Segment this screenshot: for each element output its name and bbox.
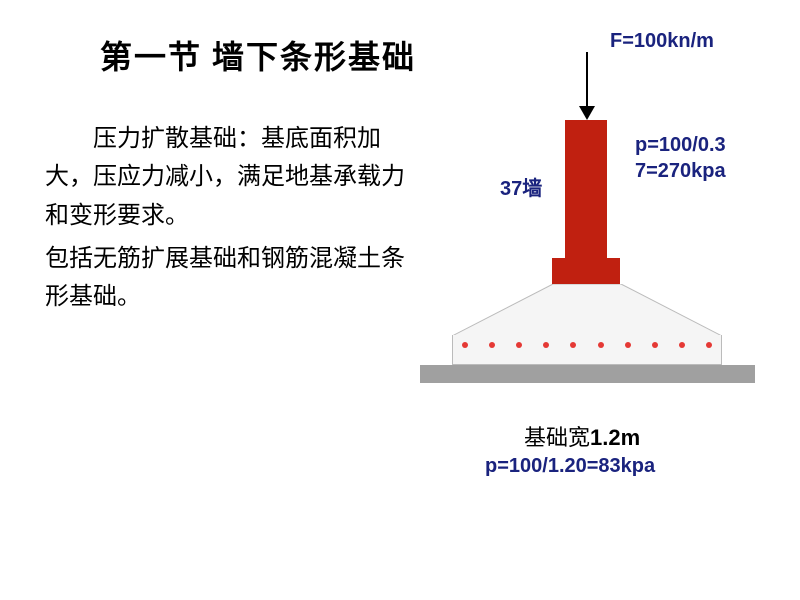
ground-layer	[420, 365, 755, 383]
pressure-bottom-label: p=100/1.20=83kpa	[485, 455, 655, 478]
width-val: 1.2m	[590, 425, 640, 450]
rebar-dot	[516, 342, 522, 348]
rebar-dot	[489, 342, 495, 348]
footing-base	[452, 335, 722, 365]
rebar-dot	[652, 342, 658, 348]
rebar-dot	[543, 342, 549, 348]
width-cn: 基础宽	[524, 425, 590, 450]
rebar-dot	[598, 342, 604, 348]
rebar-dot	[706, 342, 712, 348]
paragraph-1: 压力扩散基础：基底面积加大，压应力减小，满足地基承载力和变形要求。	[45, 120, 405, 235]
wall-label-num: 37	[500, 178, 522, 200]
wall-cap-shape	[552, 258, 620, 284]
force-arrow-head	[579, 106, 595, 120]
foundation-diagram: F=100kn/m 37墙 p=100/0.3 7=270kpa 基础宽1.2m…	[410, 20, 780, 580]
rebar-dot	[625, 342, 631, 348]
p-right-line1: p=100/0.3	[635, 132, 726, 158]
wall-shape	[565, 120, 607, 260]
rebar-dot	[570, 342, 576, 348]
force-arrow-shaft	[586, 52, 588, 110]
wall-label: 37墙	[500, 172, 542, 201]
foundation-width-label: 基础宽1.2m	[524, 420, 640, 452]
rebar-dots	[462, 342, 712, 348]
paragraph-2: 包括无筋扩展基础和钢筋混凝土条形基础。	[45, 240, 405, 317]
p-right-line2: 7=270kpa	[635, 158, 726, 184]
force-label: F=100kn/m	[610, 30, 714, 53]
footing-trapezoid	[452, 284, 722, 336]
section-title: 第一节 墙下条形基础	[100, 32, 416, 78]
wall-label-cn: 墙	[522, 178, 542, 200]
rebar-dot	[679, 342, 685, 348]
rebar-dot	[462, 342, 468, 348]
pressure-right-label: p=100/0.3 7=270kpa	[635, 132, 726, 184]
